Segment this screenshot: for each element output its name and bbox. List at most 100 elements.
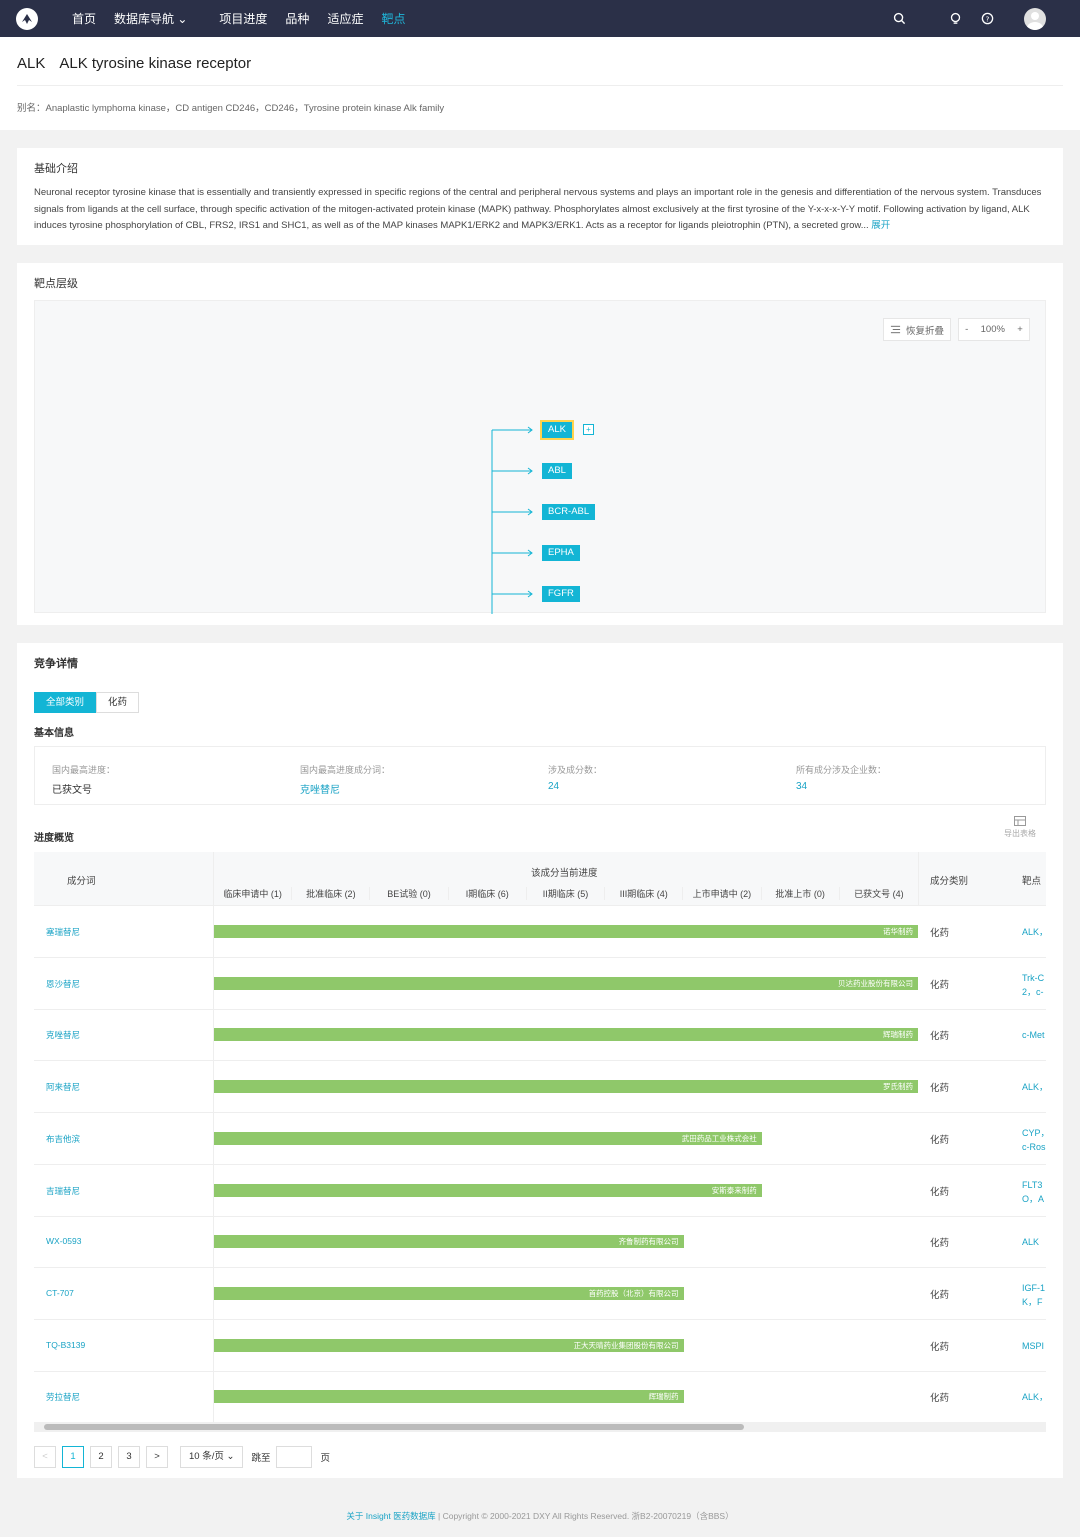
top-nav: 首页 数据库导航 ⌄ 项目进度 品种 适应症 靶点 ?	[0, 0, 1080, 37]
nav-db-guide[interactable]: 数据库导航 ⌄	[114, 12, 188, 26]
target-link[interactable]: O，A	[1022, 1193, 1045, 1204]
target-cell[interactable]: ALK，	[1022, 925, 1046, 939]
search-icon[interactable]	[892, 12, 906, 26]
page-3[interactable]: 3	[118, 1446, 140, 1468]
target-link[interactable]: ALK，	[1022, 1392, 1046, 1403]
node-expand-icon[interactable]: +	[583, 424, 594, 435]
progress-bar[interactable]: 首药控股（北京）有限公司	[214, 1286, 684, 1300]
target-link[interactable]: K，F	[1022, 1296, 1043, 1307]
nav-variety[interactable]: 品种	[285, 12, 310, 26]
ingredient-link[interactable]: 克唑替尼	[46, 1030, 81, 1041]
stage-header: 批准临床 (2)	[292, 887, 371, 900]
zoom-out-button[interactable]: -	[965, 324, 969, 335]
tree-node-alk[interactable]: ALK	[540, 420, 574, 440]
target-link[interactable]: c-Met	[1022, 1030, 1045, 1041]
intro-text: Neuronal receptor tyrosine kinase that i…	[34, 185, 1049, 235]
target-cell[interactable]: MSPI	[1022, 1339, 1046, 1353]
divider	[213, 1371, 214, 1423]
target-cell[interactable]: ALK	[1022, 1235, 1046, 1249]
target-link[interactable]: ALK，	[1022, 1082, 1046, 1093]
info-value: 已获文号	[52, 785, 92, 796]
ingredient-link[interactable]: 恩沙替尼	[46, 978, 81, 989]
info-label: 国内最高进度成分词：	[300, 765, 391, 775]
tree-node-epha[interactable]: EPHA	[542, 545, 580, 561]
target-link[interactable]: Trk-C	[1022, 972, 1045, 983]
divider	[213, 1164, 214, 1216]
hierarchy-canvas[interactable]: 恢复折叠 - 100% + ALK + ABL BCR-ABL EPHA FGF…	[34, 300, 1046, 614]
progress-bar[interactable]: 诺华制药	[214, 925, 918, 938]
expand-link[interactable]: 展开	[871, 220, 891, 231]
ingredient-type: 化药	[930, 1134, 950, 1146]
col-ingredient-type: 成分类别	[930, 876, 969, 887]
app-logo[interactable]	[16, 7, 38, 30]
tree-node-abl[interactable]: ABL	[542, 463, 572, 479]
horizontal-scrollbar[interactable]	[34, 1422, 1046, 1432]
tree-node-bcr-abl[interactable]: BCR-ABL	[542, 504, 596, 520]
progress-bar[interactable]: 安斯泰来制药	[214, 1183, 762, 1197]
nav-target[interactable]: 靶点	[381, 12, 406, 26]
page-1[interactable]: 1	[62, 1446, 84, 1468]
progress-bar[interactable]: 辉瑞制药	[214, 1028, 918, 1042]
table-row: 阿来替尼 罗氏制药 化药 ALK，	[34, 1061, 1046, 1114]
help-icon[interactable]: ?	[980, 12, 994, 26]
basic-info-title: 基本信息	[34, 728, 74, 739]
zoom-in-button[interactable]: +	[1017, 324, 1023, 335]
target-link[interactable]: IGF-1	[1022, 1282, 1046, 1293]
ingredient-type: 化药	[930, 1289, 950, 1301]
target-cell[interactable]: ALK，	[1022, 1080, 1046, 1094]
page-size-select[interactable]: 10 条/页 ⌄	[180, 1446, 244, 1468]
ingredient-link[interactable]: TQ-B3139	[46, 1339, 86, 1350]
page-unit-label: 页	[320, 1453, 330, 1464]
ingredient-link[interactable]: CT-707	[46, 1287, 74, 1298]
target-cell[interactable]: ALK，	[1022, 1390, 1046, 1404]
nav-project-progress[interactable]: 项目进度	[219, 12, 268, 26]
jump-page-input[interactable]	[276, 1446, 313, 1468]
about-link[interactable]: 关于 Insight 医药数据库	[346, 1511, 436, 1521]
progress-bar[interactable]: 辉瑞制药	[214, 1390, 684, 1404]
progress-bar[interactable]: 罗氏制药	[214, 1080, 918, 1094]
tab-chemical-drug[interactable]: 化药	[96, 692, 140, 713]
ingredient-link[interactable]: 布吉他滨	[46, 1133, 81, 1144]
nav-indication[interactable]: 适应症	[327, 12, 364, 26]
target-link[interactable]: c-Ros	[1022, 1141, 1046, 1152]
info-link[interactable]: 24	[548, 781, 560, 792]
target-cell[interactable]: IGF-1 K，F	[1022, 1281, 1046, 1309]
restore-collapse-button[interactable]: 恢复折叠	[883, 318, 951, 341]
target-link[interactable]: ALK，	[1022, 927, 1046, 937]
lightbulb-icon[interactable]	[948, 12, 962, 26]
target-cell[interactable]: CYP， c-Ros	[1022, 1126, 1046, 1154]
company-label: 正大天晴药业集团股份有限公司	[573, 1340, 679, 1350]
target-link[interactable]: 2，c-	[1022, 986, 1044, 997]
target-link[interactable]: MSPI	[1022, 1340, 1045, 1351]
next-page-button[interactable]: >	[146, 1446, 168, 1468]
target-link[interactable]: ALK	[1022, 1237, 1040, 1248]
tab-all-categories[interactable]: 全部类别	[34, 692, 97, 713]
progress-bar[interactable]: 正大天晴药业集团股份有限公司	[214, 1338, 684, 1352]
prev-page-button[interactable]: <	[34, 1446, 56, 1468]
target-link[interactable]: FLT3	[1022, 1179, 1043, 1190]
nav-home[interactable]: 首页	[72, 12, 97, 26]
export-table-button[interactable]: 导出表格	[995, 816, 1045, 839]
progress-table: 成分词 该成分当前进度 临床申请中 (1) 批准临床 (2) BE试验 (0) I期临…	[34, 852, 1046, 1434]
ingredient-link[interactable]: 吉瑞替尼	[46, 1185, 81, 1196]
ingredient-link[interactable]: 劳拉替尼	[46, 1392, 81, 1403]
info-link[interactable]: 克唑替尼	[300, 785, 340, 796]
scrollbar-thumb[interactable]	[44, 1424, 744, 1430]
progress-bar[interactable]: 贝达药业股份有限公司	[214, 976, 918, 990]
target-link[interactable]: CYP，	[1022, 1127, 1046, 1138]
stage-header: BE试验 (0)	[370, 887, 449, 900]
tree-node-fgfr[interactable]: FGFR	[542, 586, 580, 602]
stage-header: 已获文号 (4)	[854, 889, 904, 899]
target-cell[interactable]: Trk-C 2，c-	[1022, 971, 1046, 999]
ingredient-link[interactable]: WX-0593	[46, 1236, 82, 1247]
ingredient-link[interactable]: 阿来替尼	[46, 1082, 81, 1093]
progress-bar[interactable]: 齐鲁制药有限公司	[214, 1235, 684, 1249]
page-2[interactable]: 2	[90, 1446, 112, 1468]
target-cell[interactable]: c-Met	[1022, 1028, 1046, 1042]
ingredient-link[interactable]: 塞瑞替尼	[46, 927, 81, 937]
target-cell[interactable]: FLT3 O，A	[1022, 1178, 1046, 1206]
table-header: 成分词 该成分当前进度 临床申请中 (1) 批准临床 (2) BE试验 (0) I期临…	[34, 852, 1046, 906]
avatar[interactable]	[1024, 7, 1046, 30]
info-link[interactable]: 34	[796, 781, 808, 792]
progress-bar[interactable]: 武田药品工业株式会社	[214, 1131, 762, 1145]
